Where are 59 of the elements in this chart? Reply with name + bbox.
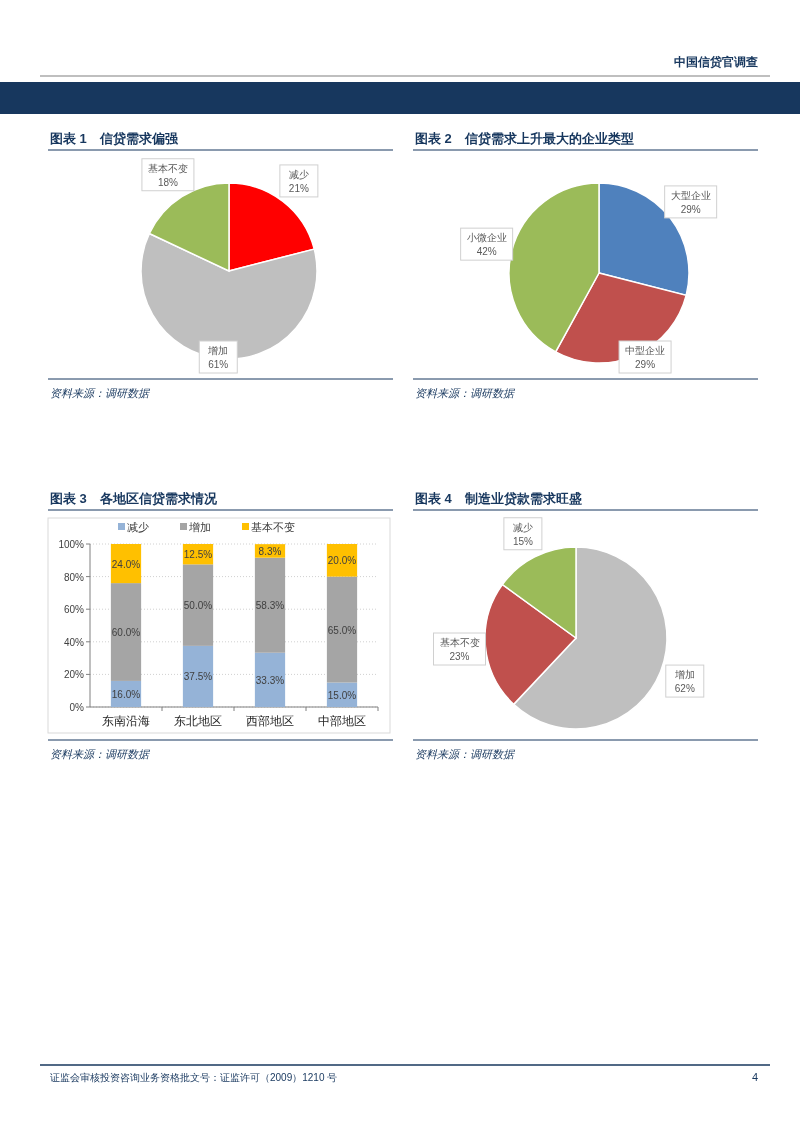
data-label: 15%	[512, 535, 533, 547]
data-label: 15.0%	[327, 689, 357, 701]
text: 资料来源：调研数据	[50, 748, 151, 760]
data-label: 62%	[674, 683, 695, 695]
x-tick-label: 东南沿海	[102, 714, 150, 728]
data-label: 50.0%	[183, 600, 213, 612]
data-label: 65.0%	[327, 624, 357, 636]
text: 证监会审核投资咨询业务资格批文号：证监许可（2009）1210 号	[50, 1072, 338, 1083]
slice-label: 减少	[288, 168, 309, 180]
text: 资料来源：调研数据	[415, 387, 516, 399]
y-tick-label: 0%	[69, 702, 85, 713]
x-tick-label: 中部地区	[318, 714, 366, 728]
slice-label: 增加	[673, 669, 695, 681]
x-tick-label: 东北地区	[174, 714, 222, 728]
y-tick-label: 40%	[63, 636, 85, 648]
text: 4	[751, 1071, 758, 1083]
bar	[254, 557, 286, 653]
slice-label: 基本不变	[147, 162, 188, 174]
y-tick-label: 20%	[63, 669, 85, 681]
chart-title: 图表 2 信贷需求上升最大的企业类型	[415, 131, 634, 146]
legend-label: 基本不变	[251, 521, 295, 533]
y-tick-label: 100%	[58, 539, 85, 550]
x-tick-label: 西部地区	[246, 714, 294, 728]
data-label: 23%	[449, 651, 470, 663]
data-label: 24.0%	[111, 558, 141, 570]
legend-label: 增加	[188, 521, 211, 533]
chart-title: 图表 4 制造业贷款需求旺盛	[415, 491, 582, 506]
slice-label: 小微企业	[466, 232, 507, 244]
data-label: 42%	[476, 246, 497, 258]
text: 中国信贷官调查	[674, 55, 758, 69]
bar	[182, 645, 214, 707]
data-label: 12.5%	[183, 549, 213, 561]
data-label: 8.3%	[258, 545, 282, 557]
bar	[110, 583, 142, 681]
bar	[182, 564, 214, 646]
data-label: 37.5%	[183, 671, 213, 683]
chart-title: 图表 3 各地区信贷需求情况	[50, 491, 218, 506]
legend-label: 减少	[127, 521, 149, 533]
data-label: 18%	[157, 176, 179, 188]
slice-label: 大型企业	[670, 189, 711, 201]
data-label: 29%	[680, 203, 701, 215]
data-label: 29%	[635, 359, 656, 370]
y-tick-label: 60%	[63, 604, 85, 616]
slice-label: 减少	[512, 521, 533, 533]
y-tick-label: 80%	[63, 571, 85, 583]
chart-title: 图表 1 信贷需求偏强	[50, 131, 179, 146]
data-label: 20.0%	[327, 555, 357, 567]
text: 资料来源：调研数据	[415, 748, 516, 760]
bar	[326, 576, 358, 683]
data-label: 60.0%	[111, 627, 141, 639]
data-label: 21%	[288, 182, 309, 194]
slice-label: 增加	[207, 345, 229, 356]
slice-label: 基本不变	[439, 637, 480, 649]
text: 资料来源：调研数据	[50, 387, 151, 399]
data-label: 33.3%	[255, 674, 285, 686]
data-label: 61%	[208, 359, 229, 370]
data-label: 16.0%	[111, 688, 141, 700]
slice-label: 中型企业	[625, 345, 666, 356]
data-label: 58.3%	[255, 600, 285, 612]
